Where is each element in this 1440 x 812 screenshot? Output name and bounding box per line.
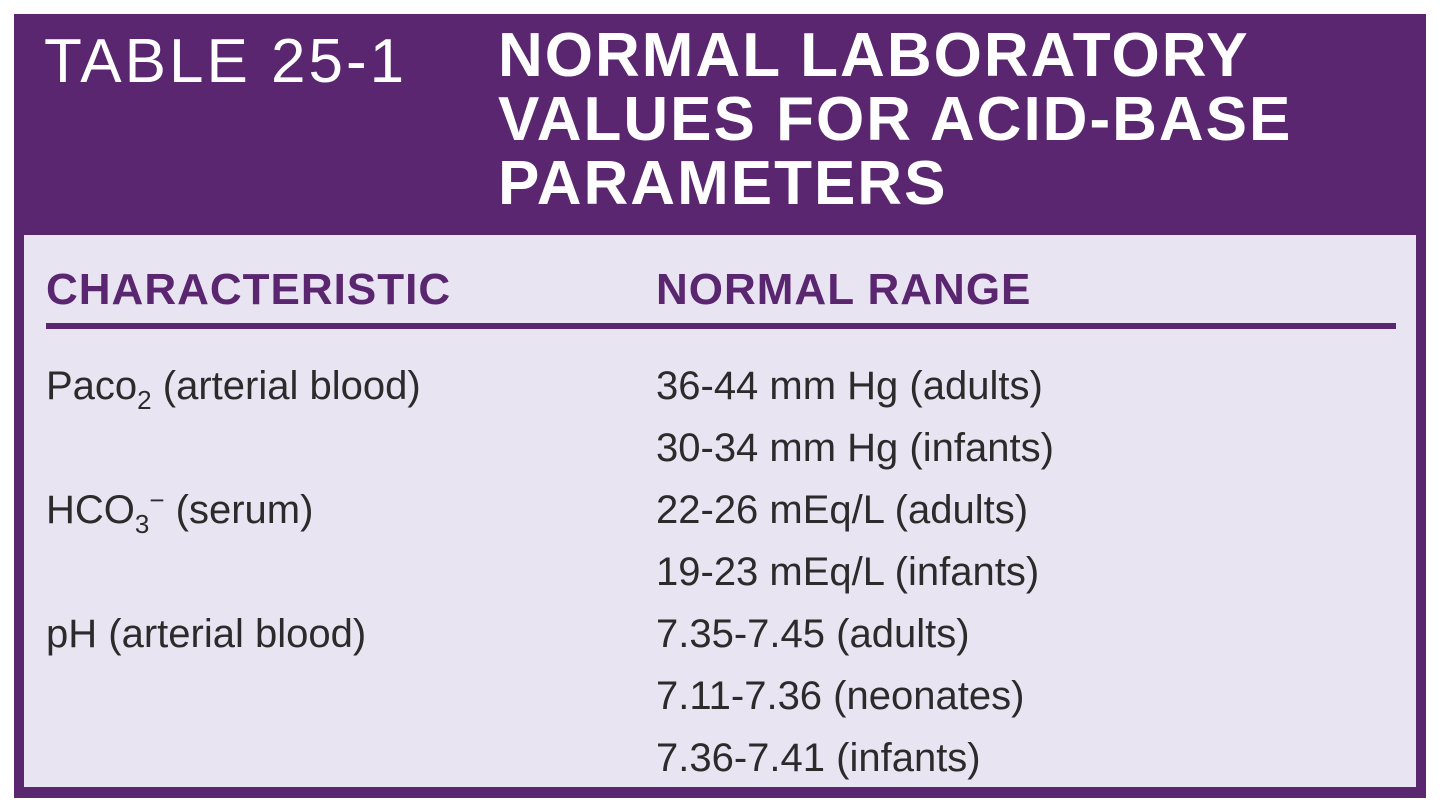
header-divider xyxy=(46,323,1396,329)
characteristic-qualifier: (arterial blood) xyxy=(151,364,421,408)
table-title-line: NORMAL LABORATORY xyxy=(498,21,1250,90)
range-value: 36-44 mm Hg (adults) xyxy=(656,364,1043,408)
table-title-line: PARAMETERS xyxy=(498,149,948,218)
table-title-line: VALUES FOR ACID-BASE xyxy=(498,85,1293,154)
characteristic-base: HCO xyxy=(46,488,135,532)
characteristic-qualifier: (serum) xyxy=(164,488,314,532)
characteristic-paco2: Paco2 (arterial blood) xyxy=(46,361,421,413)
table-header: TABLE 25-1 NORMAL LABORATORY VALUES FOR … xyxy=(14,14,1426,235)
characteristic-base: Paco xyxy=(46,364,138,408)
column-header-characteristic: CHARACTERISTIC xyxy=(46,265,452,314)
table-number: TABLE 25-1 xyxy=(44,27,408,96)
characteristic-ph: pH (arterial blood) xyxy=(46,609,366,659)
characteristic-qualifier: (arterial blood) xyxy=(97,612,367,656)
range-value: 7.35-7.45 (adults) xyxy=(656,612,970,656)
characteristic-base: pH xyxy=(46,612,98,656)
table-body: CHARACTERISTIC NORMAL RANGE Paco2 (arter… xyxy=(24,235,1416,787)
range-value: 7.11-7.36 (neonates) xyxy=(656,674,1025,718)
characteristic-superscript: − xyxy=(149,485,165,515)
table-title: NORMAL LABORATORY VALUES FOR ACID-BASE P… xyxy=(498,24,1398,216)
column-header-normal-range: NORMAL RANGE xyxy=(656,265,1032,314)
range-value: 19-23 mEq/L (infants) xyxy=(656,550,1040,594)
characteristic-subscript: 2 xyxy=(137,385,152,415)
characteristic-subscript: 3 xyxy=(134,509,150,539)
characteristic-hco3: HCO3− (serum) xyxy=(46,485,314,537)
range-value: 7.36-7.41 (infants) xyxy=(656,736,981,780)
range-value: 30-34 mm Hg (infants) xyxy=(656,426,1054,470)
range-value: 22-26 mEq/L (adults) xyxy=(656,488,1029,532)
table-frame: TABLE 25-1 NORMAL LABORATORY VALUES FOR … xyxy=(14,14,1426,798)
